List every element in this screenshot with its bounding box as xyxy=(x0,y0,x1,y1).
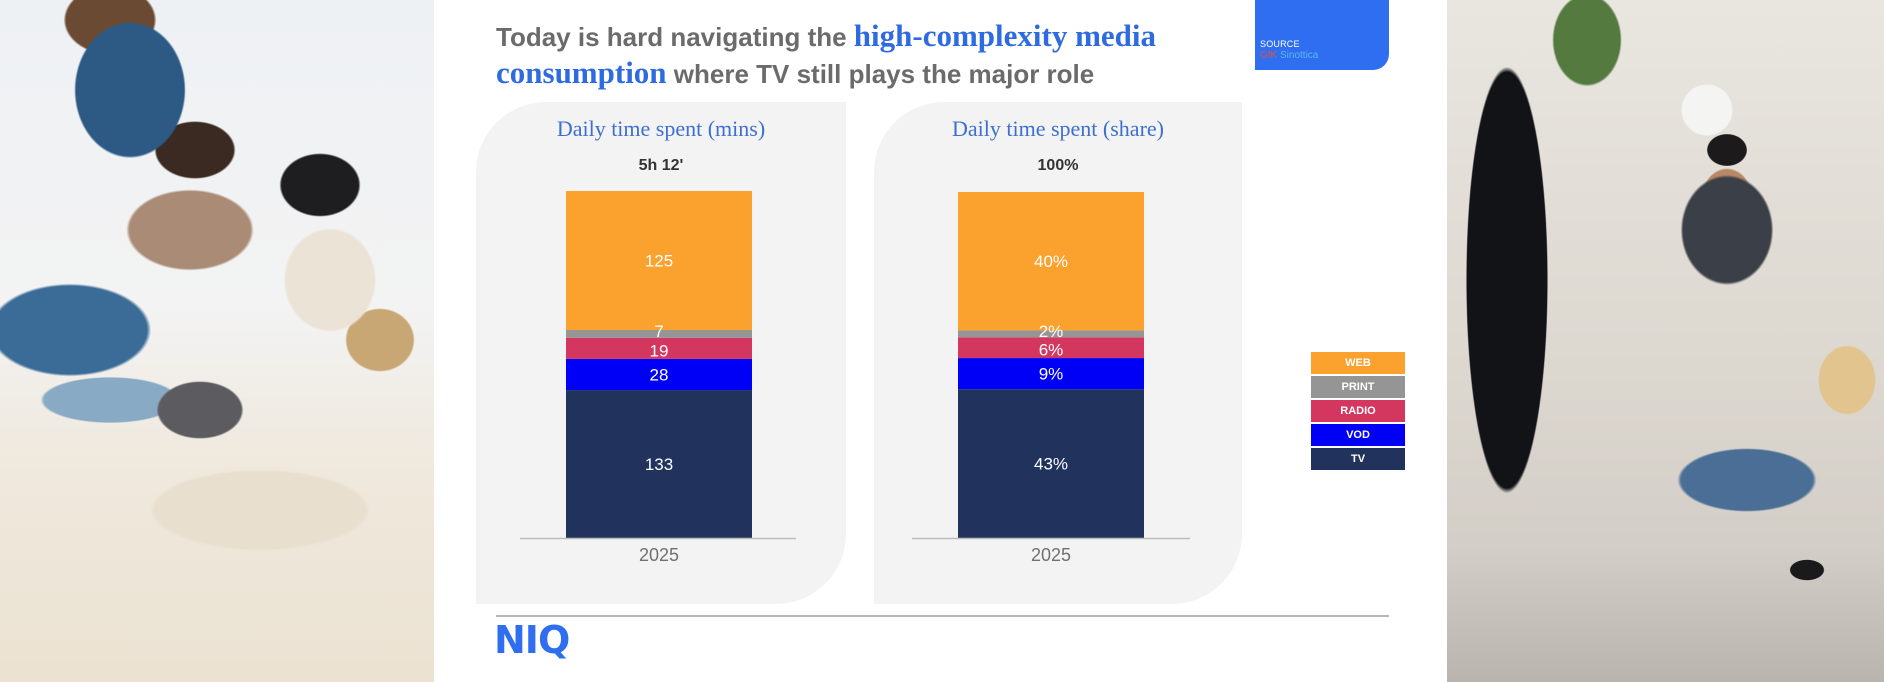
bar-segment-vod xyxy=(958,358,1144,390)
bar-segment-radio xyxy=(958,337,1144,359)
chart-total-label: 100% xyxy=(1037,157,1079,174)
data-label-vod: 9% xyxy=(1039,365,1064,384)
footer-divider xyxy=(496,615,1389,617)
source-box: SOURCE GfK Sinottica xyxy=(1255,0,1389,70)
bar-segment-radio xyxy=(566,337,752,359)
photo-friends-watching-tv xyxy=(1447,0,1884,682)
title-part-1: Today is hard navigating the xyxy=(496,22,854,52)
source-brand-gfk: GfK xyxy=(1260,50,1278,61)
page-title: Today is hard navigating the high-comple… xyxy=(496,18,1256,92)
chart-panel-share: Daily time spent (share) 100% 43% 9% 6% 2% 4… xyxy=(874,102,1242,604)
chart-total-label: 5h 12' xyxy=(638,157,684,174)
chart-legend: WEB PRINT RADIO VOD TV xyxy=(1311,352,1405,472)
data-label-print: 7 xyxy=(654,322,663,341)
title-highlight-2: consumption xyxy=(496,55,667,90)
bar-segment-web xyxy=(566,191,752,331)
data-label-vod: 28 xyxy=(650,366,669,385)
title-part-2: where TV still plays the major role xyxy=(666,59,1095,89)
data-label-print: 2% xyxy=(1039,322,1064,341)
legend-item-vod: VOD xyxy=(1311,424,1405,446)
data-label-radio: 19 xyxy=(650,341,669,360)
bar-segment-print xyxy=(958,330,1144,338)
data-label-tv: 133 xyxy=(645,455,673,474)
data-label-tv: 43% xyxy=(1034,455,1068,474)
chart-panel-minutes: Daily time spent (mins) 5h 12' 133 28 19 7 1… xyxy=(476,102,846,604)
x-tick-label: 2025 xyxy=(1031,545,1071,565)
bar-segment-tv xyxy=(566,390,752,538)
chart-share: 43% 9% 6%2% 40% 2025 xyxy=(912,192,1190,565)
bar-segment-print xyxy=(566,330,752,338)
chart-minutes: 133 28 197 125 2025 xyxy=(520,191,796,565)
chart-title: Daily time spent (share) xyxy=(952,116,1164,141)
bar-segment-vod xyxy=(566,358,752,391)
data-label-web: 40% xyxy=(1034,252,1068,271)
data-label-radio: 6% xyxy=(1039,341,1064,360)
legend-item-web: WEB xyxy=(1311,352,1405,374)
photo-teens-with-laptop xyxy=(0,0,434,682)
source-brand-sinottica: Sinottica xyxy=(1277,50,1319,61)
x-tick-label: 2025 xyxy=(639,545,679,565)
legend-item-print: PRINT xyxy=(1311,376,1405,398)
title-highlight-1: high-complexity media xyxy=(853,18,1157,53)
chart-title: Daily time spent (mins) xyxy=(556,116,766,141)
niq-logo: NIQ xyxy=(494,618,570,662)
bar-segment-web xyxy=(958,192,1144,331)
bar-segment-tv xyxy=(958,389,1144,538)
source-value: GfK Sinottica xyxy=(1260,50,1318,61)
legend-item-tv: TV xyxy=(1311,448,1405,470)
source-label: SOURCE xyxy=(1260,39,1300,49)
data-label-web: 125 xyxy=(645,252,673,271)
legend-item-radio: RADIO xyxy=(1311,400,1405,422)
